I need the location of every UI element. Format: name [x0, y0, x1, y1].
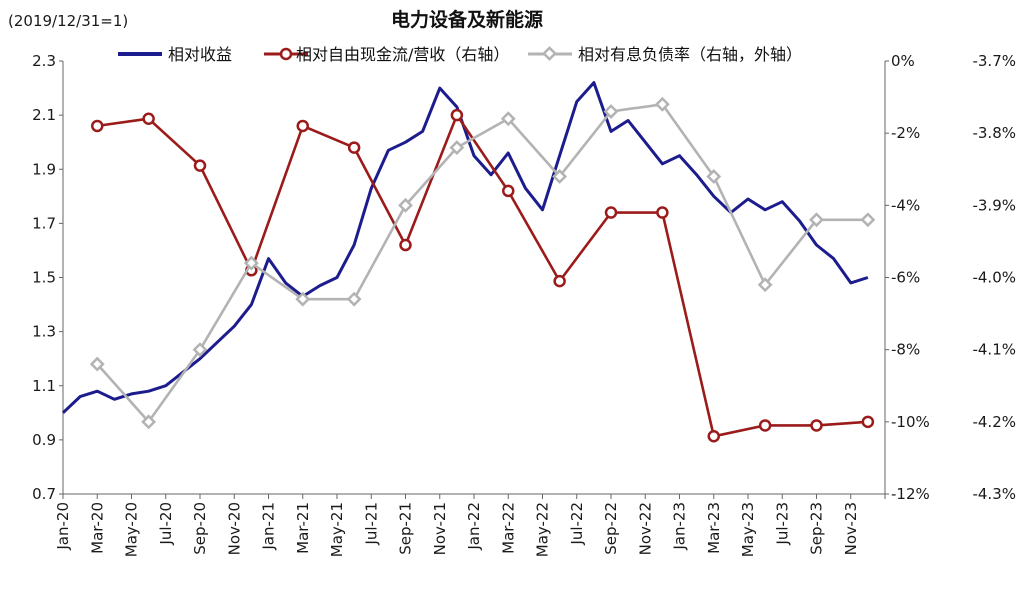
x-tick-label: Sep-20 — [191, 502, 209, 555]
legend-marker-debt-ratio — [542, 46, 557, 61]
outer-tick-label: -3.9% — [972, 196, 1016, 214]
x-tick-label: Mar-23 — [705, 502, 723, 554]
point-fcf-revenue — [861, 415, 875, 429]
x-tick-label: May-22 — [534, 502, 552, 557]
point-fcf-revenue — [553, 274, 566, 288]
point-fcf-revenue — [604, 206, 618, 219]
outer-tick-label: -4.2% — [972, 413, 1016, 431]
point-debt-ratio — [809, 212, 824, 228]
legend-label-relative-return: 相对收益 — [168, 45, 232, 64]
x-tick-label: May-23 — [739, 502, 757, 557]
legend-label-debt-ratio: 相对有息负债率（右轴，外轴） — [578, 45, 802, 64]
point-debt-ratio — [706, 169, 722, 184]
axes: 0.7 0.9 1.1 1.3 1.5 1.7 1.9 2.1 2.3 -12% -10% -8% -6… — [32, 52, 1016, 557]
point-fcf-revenue — [296, 119, 309, 133]
plot-area — [61, 81, 876, 443]
series-line-debt-ratio — [96, 103, 868, 424]
point-fcf-revenue — [707, 430, 720, 443]
x-tick-label: Jul-21 — [362, 502, 380, 546]
x-tick-label: Mar-21 — [294, 502, 312, 554]
x-tick-label: Nov-20 — [225, 502, 243, 555]
series-line-fcf-revenue — [97, 113, 868, 438]
point-fcf-revenue — [193, 159, 207, 172]
outer-tick-label: -4.0% — [972, 269, 1016, 287]
point-fcf-revenue — [142, 112, 155, 125]
x-tick-label: Sep-22 — [602, 502, 620, 555]
x-tick-label: Jan-23 — [671, 502, 689, 551]
point-fcf-revenue — [656, 206, 669, 219]
point-debt-ratio — [500, 111, 516, 127]
right-tick-label: -12% — [891, 485, 930, 503]
right-tick-label: -4% — [891, 196, 920, 214]
point-fcf-revenue — [810, 419, 823, 432]
legend-marker-fcf-revenue — [279, 47, 293, 61]
point-fcf-revenue — [91, 119, 104, 133]
point-debt-ratio — [243, 255, 259, 271]
point-debt-ratio — [398, 197, 413, 213]
left-tick-label: 1.1 — [32, 377, 56, 395]
left-tick-label: 1.3 — [32, 323, 56, 341]
x-tick-label: May-20 — [123, 502, 141, 557]
x-tick-label: Nov-22 — [636, 502, 654, 555]
point-debt-ratio — [141, 414, 157, 430]
right-tick-label: -2% — [891, 124, 920, 142]
point-debt-ratio — [603, 104, 619, 119]
left-tick-label: 2.1 — [32, 106, 56, 124]
chart-subtitle: (2019/12/31=1) — [8, 12, 128, 30]
outer-tick-label: -4.1% — [972, 341, 1016, 359]
series-line-relative-return — [61, 81, 869, 414]
chart-title: 电力设备及新能源 — [391, 8, 543, 31]
point-fcf-revenue — [399, 238, 412, 252]
right-tick-label: -6% — [891, 269, 920, 287]
x-tick-label: Nov-21 — [431, 502, 449, 555]
x-tick-label: Jul-20 — [157, 502, 175, 546]
left-tick-label: 1.5 — [32, 269, 56, 287]
outer-tick-label: -3.8% — [972, 124, 1016, 142]
outer-tick-label: -4.3% — [972, 485, 1016, 503]
x-tick-label: Sep-23 — [808, 502, 826, 555]
x-tick-label: Mar-22 — [499, 502, 517, 554]
legend-label-fcf-revenue: 相对自由现金流/营收（右轴） — [296, 45, 509, 64]
x-tick-label: May-21 — [328, 502, 346, 557]
left-tick-label: 1.9 — [32, 160, 56, 178]
point-debt-ratio — [552, 169, 568, 184]
right-tick-label: -8% — [891, 341, 920, 359]
point-debt-ratio — [192, 342, 208, 358]
left-tick-label: 2.3 — [32, 52, 56, 70]
right-tick-label: 0% — [891, 52, 915, 70]
x-tick-label: Jan-22 — [465, 502, 483, 551]
left-tick-label: 0.7 — [32, 485, 56, 503]
point-debt-ratio — [449, 140, 465, 156]
right-tick-label: -10% — [891, 413, 930, 431]
x-tick-label: Jul-23 — [773, 502, 791, 546]
outer-tick-label: -3.7% — [972, 52, 1016, 70]
point-fcf-revenue — [502, 184, 515, 198]
x-tick-label: Mar-20 — [88, 502, 106, 554]
point-debt-ratio — [295, 291, 311, 307]
point-debt-ratio — [757, 277, 773, 293]
x-tick-label: Jan-21 — [260, 502, 278, 551]
point-debt-ratio — [89, 356, 105, 372]
point-fcf-revenue — [450, 108, 464, 122]
point-fcf-revenue — [347, 141, 361, 154]
left-tick-label: 1.7 — [32, 214, 56, 232]
legend: 相对收益 相对自由现金流/营收（右轴） 相对有息负债率（右轴，外轴） — [118, 45, 802, 64]
point-debt-ratio — [654, 96, 670, 112]
point-debt-ratio — [346, 291, 362, 307]
point-fcf-revenue — [758, 419, 772, 432]
x-tick-label: Jan-20 — [54, 502, 72, 551]
x-tick-label: Jul-22 — [568, 502, 586, 546]
x-tick-label: Sep-21 — [397, 502, 415, 555]
point-debt-ratio — [860, 212, 876, 228]
left-tick-label: 0.9 — [32, 431, 56, 449]
x-tick-label: Nov-23 — [842, 502, 860, 555]
